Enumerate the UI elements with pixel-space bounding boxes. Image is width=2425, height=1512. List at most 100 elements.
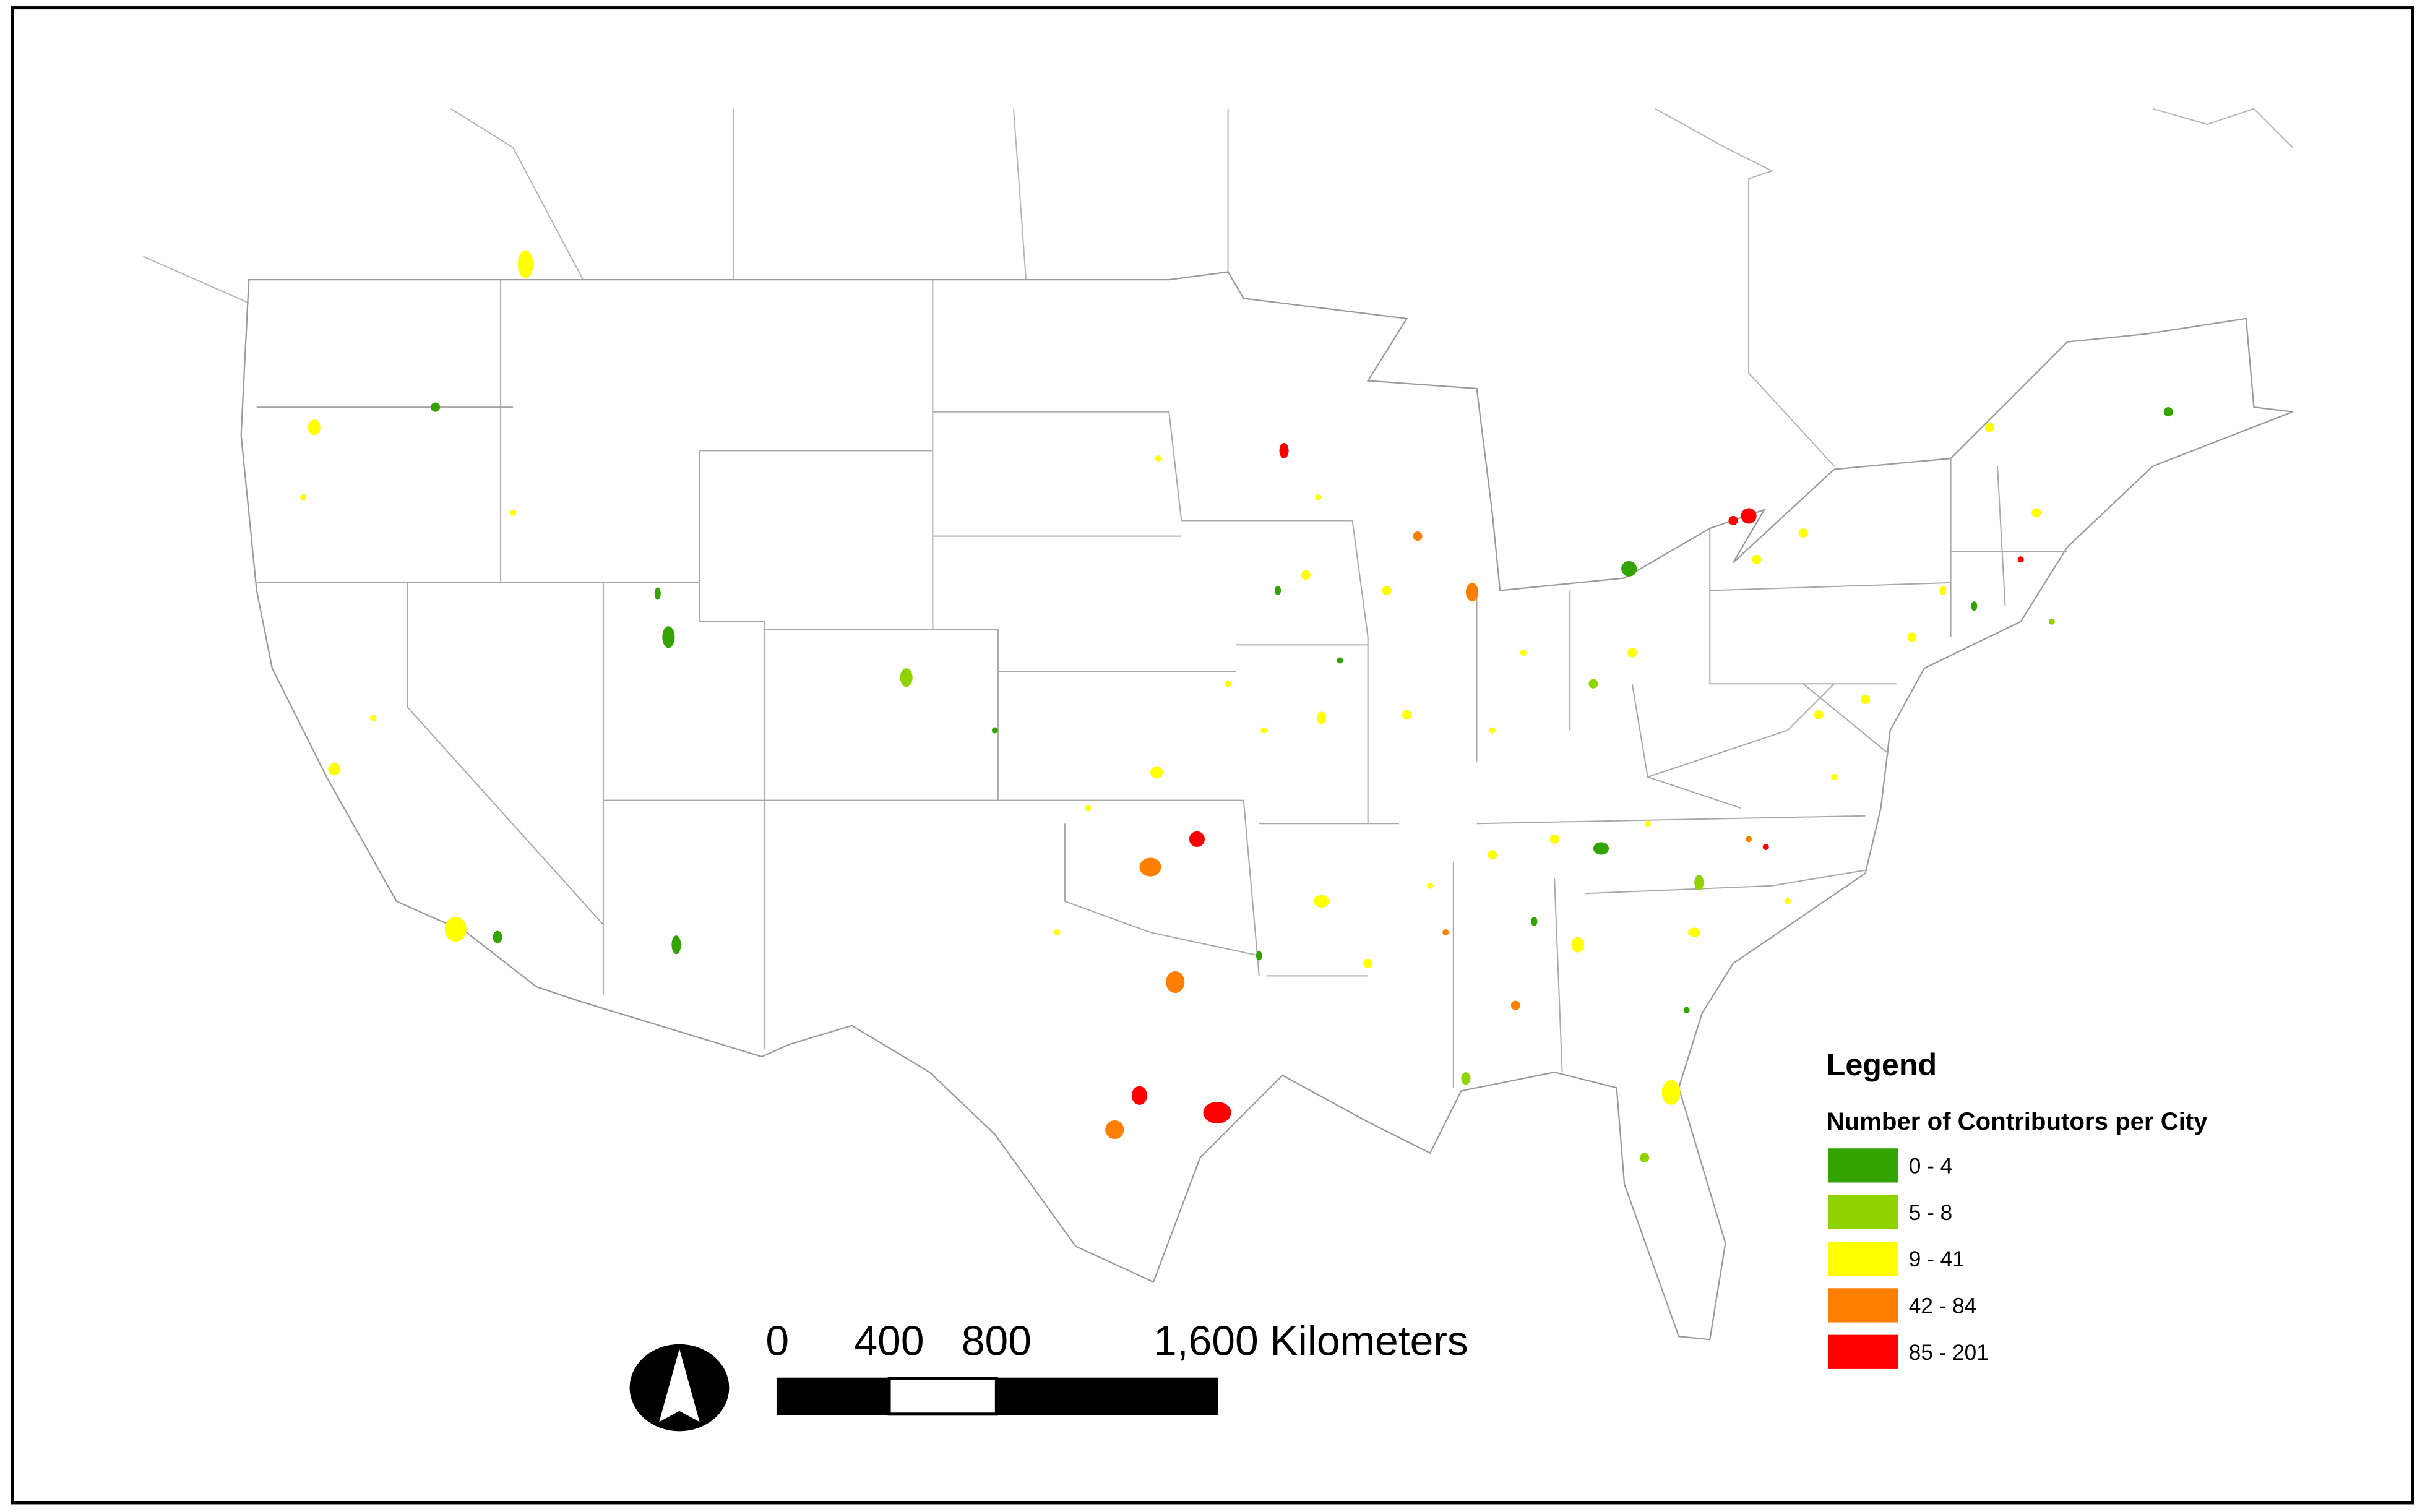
city-marker [1316,711,1326,724]
city-marker [1260,727,1267,734]
city-marker [1762,843,1769,850]
city-marker [1105,1120,1124,1140]
city-marker [1520,649,1527,656]
state-lines [256,280,2068,1088]
city-marker [1831,773,1838,780]
legend-swatch [1828,1288,1898,1323]
city-marker [1054,929,1061,936]
city-marker [1531,916,1538,927]
city-marker [1640,1153,1650,1162]
city-marker [1313,895,1329,908]
city-marker [1461,1072,1471,1085]
city-marker [370,715,377,721]
state-boundaries [256,280,2068,1088]
city-marker [1139,857,1161,877]
legend-label: 0 - 4 [1909,1154,1952,1178]
legend-label: 85 - 201 [1909,1341,1989,1365]
border-lines [142,108,2293,467]
scale-segment [887,1377,998,1416]
city-marker [1971,601,1978,611]
city-marker [1588,679,1598,689]
city-marker [1085,805,1092,812]
city-marker [1442,929,1449,936]
city-marker [1203,1101,1231,1124]
city-marker [1784,898,1791,904]
city-marker [1593,842,1609,855]
city-marker [1488,849,1497,860]
city-marker [1814,710,1824,719]
city-marker [308,419,321,436]
city-marker [671,935,681,955]
city-marker [1627,648,1637,658]
legend-label: 9 - 41 [1909,1247,1965,1271]
city-marker [1549,834,1559,844]
city-marker [1661,1080,1681,1105]
city-marker [1907,632,1917,642]
scale-label: 0 [765,1318,789,1364]
city-marker [1489,727,1496,734]
legend: Legend Number of Contributors per City 0… [1827,1047,2208,1369]
city-marker [1402,710,1412,719]
city-marker [1382,585,1392,596]
city-marker [1798,528,1808,538]
city-marker [1694,875,1704,891]
city-marker [1741,508,1757,524]
city-marker [493,930,502,943]
city-marker [300,494,307,500]
city-marker [2163,407,2173,417]
scale-label: 800 [962,1318,1032,1364]
legend-title: Legend [1827,1047,1937,1082]
city-marker [1571,937,1584,953]
city-marker [1256,951,1262,961]
scale-label: 400 [854,1318,924,1364]
north-arrow-pointer [659,1349,700,1422]
city-marker [1413,531,1423,541]
canada-border-lines [142,108,2293,467]
city-marker [662,626,675,648]
legend-swatch [1828,1241,1898,1276]
legend-swatch [1828,1334,1898,1369]
legend-label: 5 - 8 [1909,1201,1952,1225]
city-marker [1279,442,1289,458]
city-marker [1644,820,1651,827]
city-marker [1728,515,1738,525]
city-marker [2048,618,2055,625]
city-marker [328,763,341,776]
city-marker [1427,882,1434,889]
city-marker [1984,423,1994,432]
city-marker [1150,766,1163,779]
city-marker [1225,681,1231,687]
city-marker [1131,1086,1148,1105]
city-marker [1155,455,1161,462]
city-marker [1746,836,1752,843]
legend-subtitle: Number of Contributors per City [1827,1107,2208,1135]
scale-bar: 0 400 800 1,600 Kilometers [765,1318,1468,1416]
city-marker [1315,494,1322,500]
city-marker [991,727,998,734]
legend-swatch [1828,1195,1898,1229]
city-marker [1301,570,1311,580]
city-marker [1166,971,1185,994]
city-marker [444,916,467,942]
legend-swatch [1828,1148,1898,1183]
city-marker [1465,582,1479,602]
scale-segment [996,1377,1218,1415]
city-marker [431,402,441,412]
city-marker [1860,694,1870,704]
city-marker [510,509,517,516]
city-marker [900,668,913,687]
city-marker [1510,1000,1520,1010]
scale-label: 1,600 Kilometers [1153,1318,1468,1364]
frame [11,6,2414,1505]
city-markers [300,250,2173,1162]
city-marker [1621,561,1637,577]
city-marker [654,587,661,600]
city-marker [1683,1007,1690,1013]
city-marker [1752,554,1762,564]
us-outline [240,271,2293,1341]
city-marker [517,250,533,278]
city-marker [1274,585,1281,596]
